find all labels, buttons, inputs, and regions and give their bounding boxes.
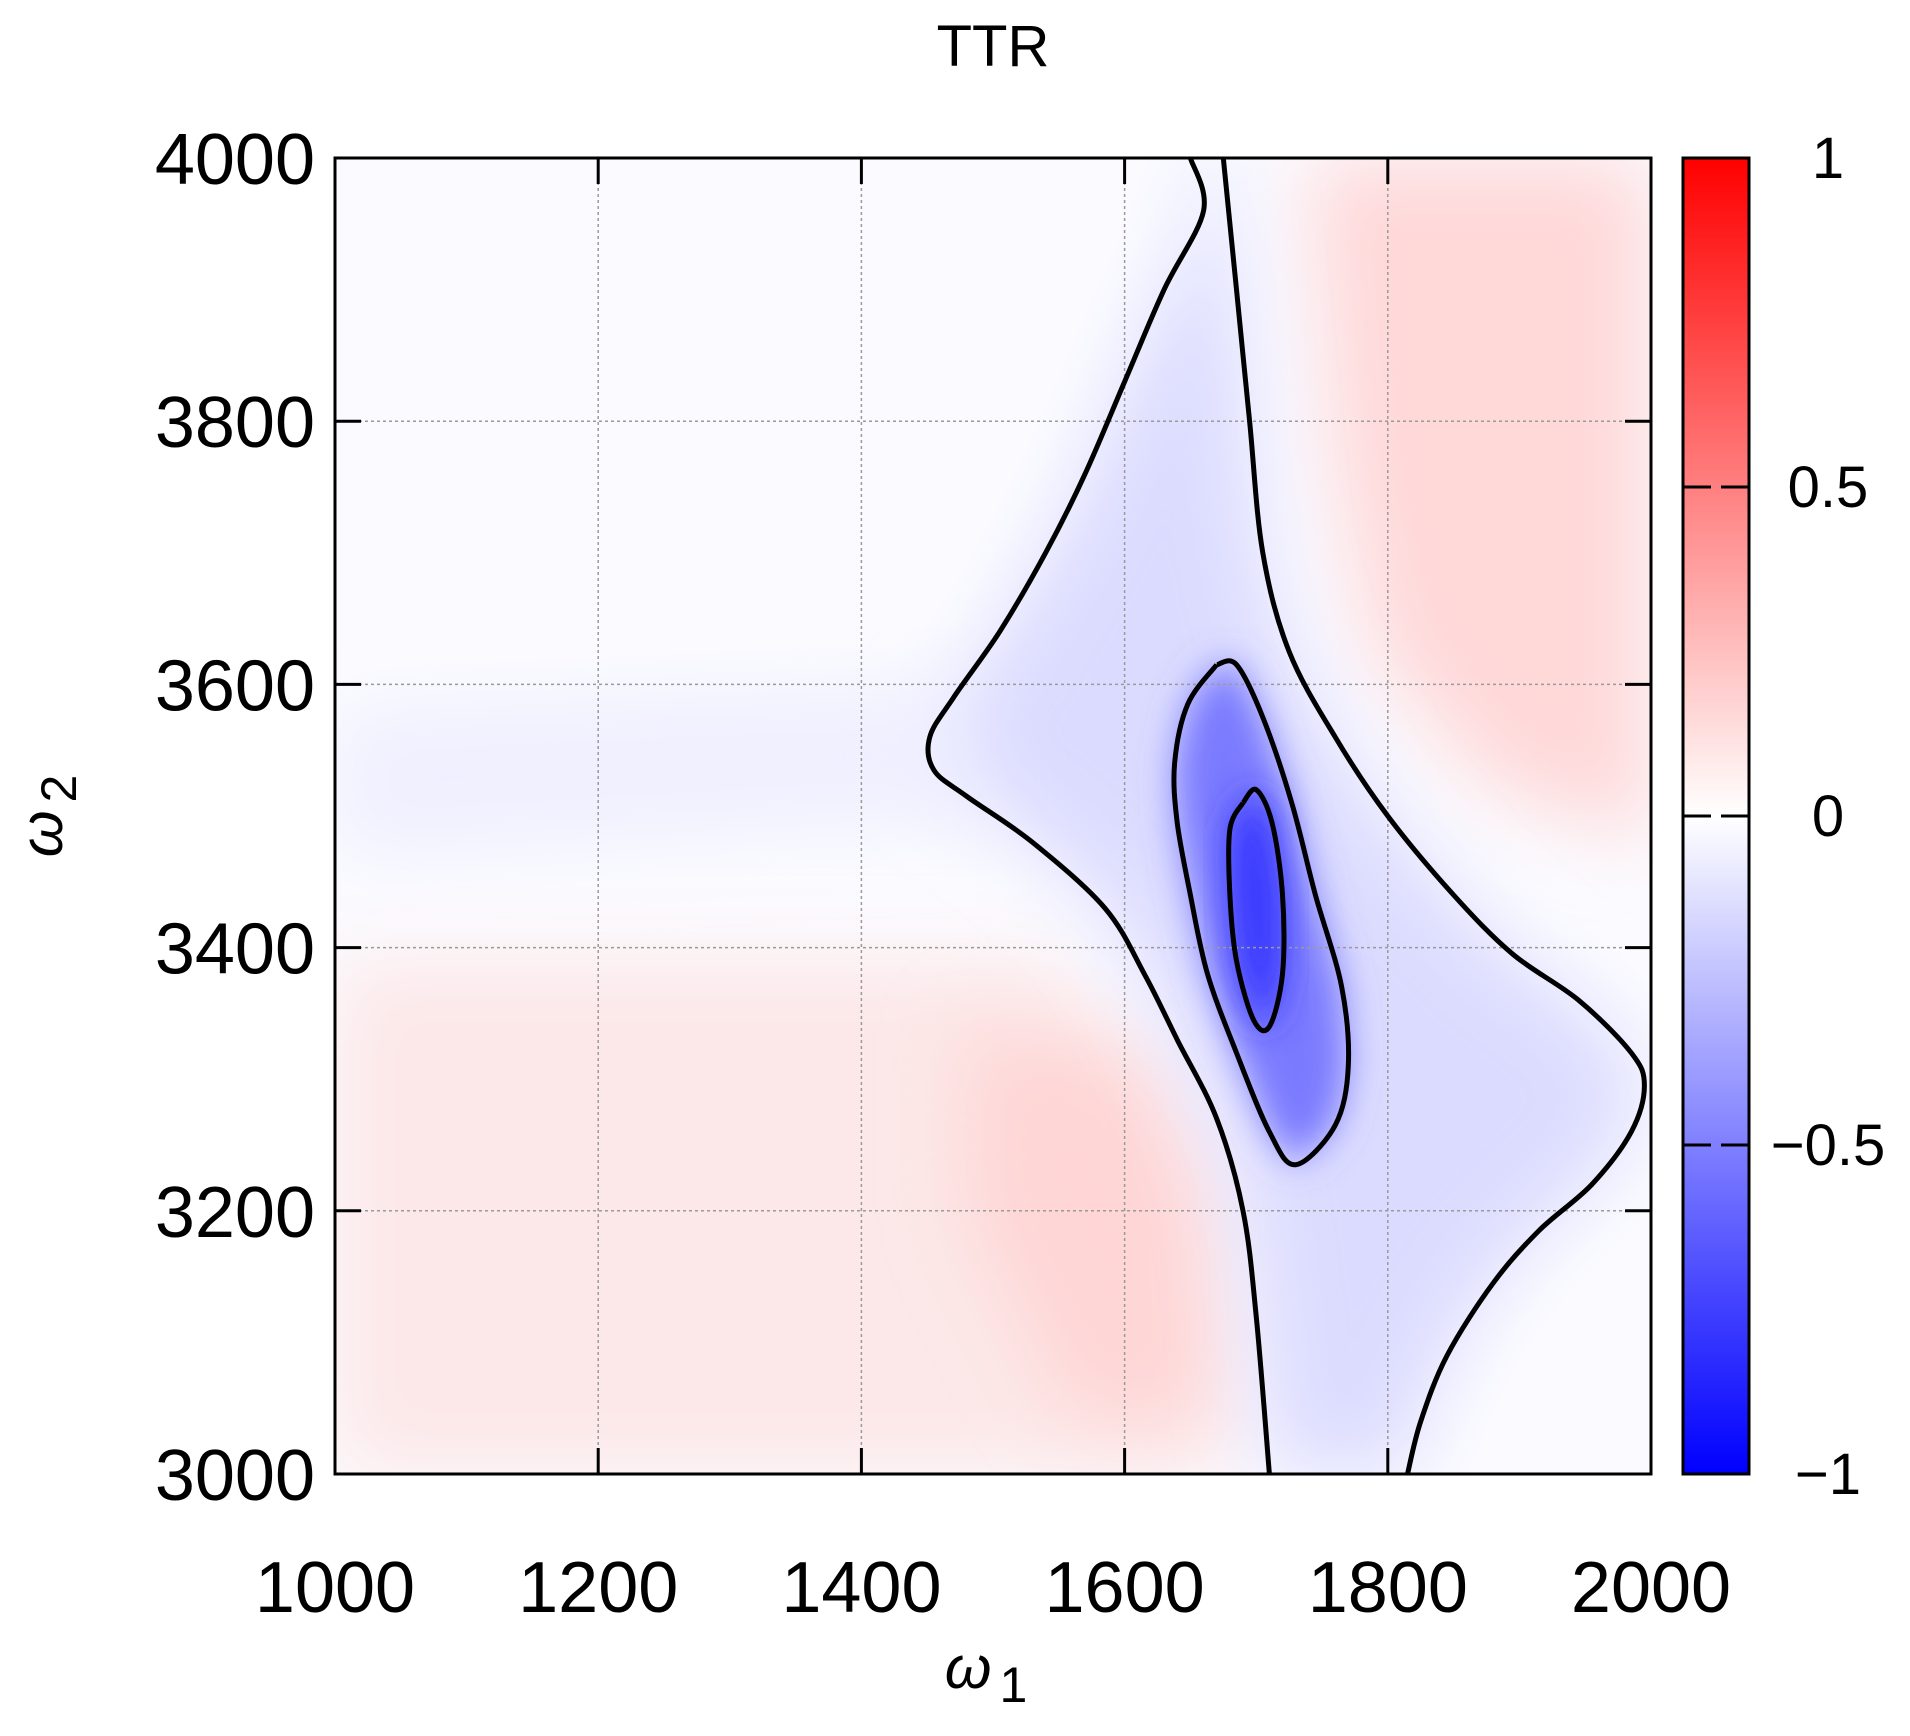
- colorbar-label-3: 0.5: [1788, 455, 1869, 520]
- heat-negative-band: [335, 684, 993, 856]
- heat-negative-inner: [1229, 789, 1283, 1027]
- x-tick-label-1000: 1000: [255, 1548, 415, 1628]
- colorbar-label-1: −0.5: [1771, 1113, 1886, 1178]
- colorbar-label-2: 0: [1812, 784, 1844, 849]
- contour-line-middle: [1171, 658, 1352, 1168]
- y-tick-label-4000: 4000: [155, 120, 315, 200]
- y-axis-label-symbol: ω: [8, 811, 75, 858]
- y-tick-label-3600: 3600: [155, 646, 315, 726]
- x-tick-label-2000: 2000: [1571, 1548, 1731, 1628]
- y-axis-label: ω2: [8, 775, 87, 858]
- colorbar-label-0: −1: [1795, 1442, 1861, 1507]
- colorbar-label-4: 1: [1812, 126, 1844, 191]
- x-axis-label-subscript: 1: [999, 1657, 1027, 1713]
- y-axis-label-subscript: 2: [31, 775, 87, 803]
- colorbar: −1 −0.5 0 0.5 1: [1681, 126, 1886, 1507]
- contour-line-outer-right: [1220, 158, 1647, 1474]
- x-tick-label-1400: 1400: [781, 1548, 941, 1628]
- plot-area: [333, 156, 1653, 1476]
- heat-positive-upper-right: [1308, 158, 1651, 843]
- y-tick-label-3200: 3200: [155, 1173, 315, 1253]
- x-tick-label-1200: 1200: [518, 1548, 678, 1628]
- y-tick-label-3800: 3800: [155, 383, 315, 463]
- y-tick-label-3000: 3000: [155, 1436, 315, 1516]
- heat-positive-lower-core: [966, 1026, 1217, 1422]
- y-tick-label-3400: 3400: [155, 910, 315, 990]
- contour-line-outer: [925, 158, 1272, 1474]
- x-tick-label-1600: 1600: [1045, 1548, 1205, 1628]
- x-axis-label-symbol: ω: [945, 1634, 992, 1701]
- x-tick-label-1800: 1800: [1308, 1548, 1468, 1628]
- contour-line-inner: [1226, 786, 1287, 1034]
- chart-title: TTR: [937, 14, 1050, 79]
- plot-frame: [333, 156, 1653, 1476]
